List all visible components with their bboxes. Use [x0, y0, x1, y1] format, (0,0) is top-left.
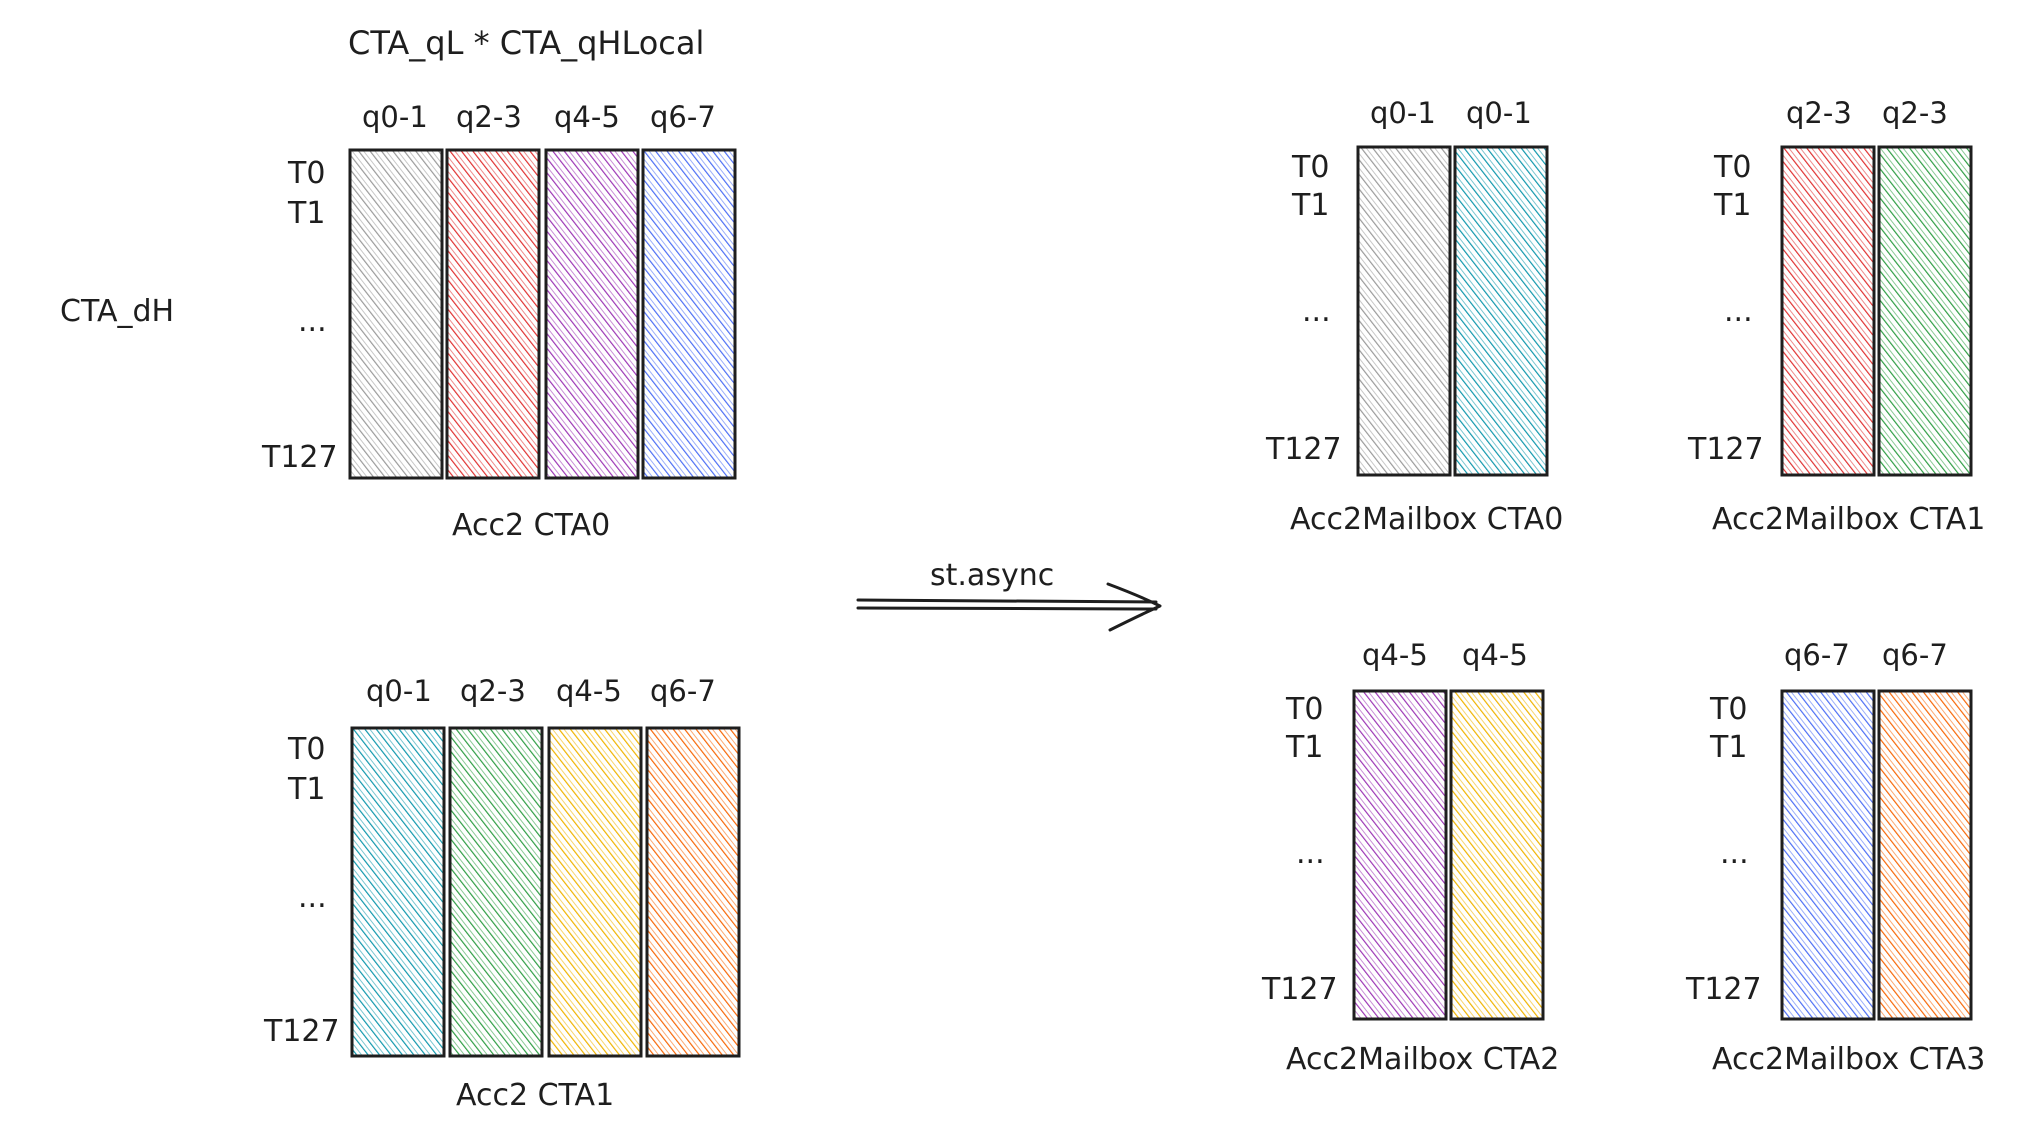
mailbox-cta0-column-1 [1356, 145, 1452, 477]
mailbox-caption: Acc2Mailbox CTA3 [1712, 1042, 1986, 1077]
acc-cta0-column-4 [641, 148, 737, 480]
column-label: q6-7 [650, 674, 716, 708]
mailbox-caption: Acc2Mailbox CTA1 [1712, 502, 1986, 537]
mailbox-cta3-column-1 [1780, 689, 1876, 1021]
row-label-ellipsis: ... [1720, 836, 1749, 871]
mailbox-cta2-column-1 [1352, 689, 1448, 1021]
row-label-second: T1 [1714, 188, 1752, 223]
column-label: q2-3 [456, 100, 522, 134]
column-label: q6-7 [1882, 638, 1948, 672]
column-label: q0-1 [362, 100, 428, 134]
st-async-arrow [856, 582, 1162, 632]
acc-cta0-column-1 [348, 148, 444, 480]
mailbox-cta2-column-2 [1449, 689, 1545, 1021]
row-label-first: T0 [288, 156, 326, 191]
row-label-second: T1 [1710, 730, 1748, 765]
row-label-first: T0 [1286, 692, 1324, 727]
block-caption: Acc2 CTA1 [456, 1078, 615, 1113]
column-label: q4-5 [1462, 638, 1528, 672]
row-label-last: T127 [1262, 972, 1338, 1007]
row-label-ellipsis: ... [1296, 836, 1325, 871]
row-label-last: T127 [264, 1014, 340, 1049]
row-label-ellipsis: ... [1302, 294, 1331, 329]
row-label-first: T0 [1292, 150, 1330, 185]
acc-cta0-column-3 [544, 148, 640, 480]
column-label: q0-1 [366, 674, 432, 708]
acc-cta1-column-3 [547, 726, 643, 1058]
column-label: q6-7 [1784, 638, 1850, 672]
mailbox-caption: Acc2Mailbox CTA2 [1286, 1042, 1560, 1077]
row-label-last: T127 [262, 440, 338, 475]
row-label-last: T127 [1686, 972, 1762, 1007]
formula-label: CTA_qL * CTA_qHLocal [348, 24, 705, 62]
dimension-label: CTA_dH [60, 294, 175, 329]
acc-cta1-column-1 [350, 726, 446, 1058]
row-label-first: T0 [1714, 150, 1752, 185]
column-label: q4-5 [1362, 638, 1428, 672]
mailbox-cta3-column-2 [1877, 689, 1973, 1021]
column-label: q0-1 [1370, 96, 1436, 130]
row-label-second: T1 [288, 772, 326, 807]
row-label-first: T0 [1710, 692, 1748, 727]
row-label-second: T1 [288, 196, 326, 231]
row-label-second: T1 [1292, 188, 1330, 223]
row-label-second: T1 [1286, 730, 1324, 765]
block-caption: Acc2 CTA0 [452, 508, 611, 543]
mailbox-cta1-column-2 [1877, 145, 1973, 477]
arrow-label: st.async [930, 558, 1055, 593]
column-label: q2-3 [1882, 96, 1948, 130]
column-label: q0-1 [1466, 96, 1532, 130]
row-label-ellipsis: ... [298, 880, 327, 915]
acc-cta1-column-2 [448, 726, 544, 1058]
column-label: q2-3 [460, 674, 526, 708]
column-label: q6-7 [650, 100, 716, 134]
row-label-first: T0 [288, 732, 326, 767]
mailbox-cta1-column-1 [1780, 145, 1876, 477]
acc-cta0-column-2 [445, 148, 541, 480]
mailbox-caption: Acc2Mailbox CTA0 [1290, 502, 1564, 537]
row-label-last: T127 [1688, 432, 1764, 467]
mailbox-cta0-column-2 [1453, 145, 1549, 477]
acc-cta1-column-4 [645, 726, 741, 1058]
column-label: q4-5 [554, 100, 620, 134]
column-label: q2-3 [1786, 96, 1852, 130]
row-label-last: T127 [1266, 432, 1342, 467]
row-label-ellipsis: ... [1724, 294, 1753, 329]
row-label-ellipsis: ... [298, 304, 327, 339]
column-label: q4-5 [556, 674, 622, 708]
